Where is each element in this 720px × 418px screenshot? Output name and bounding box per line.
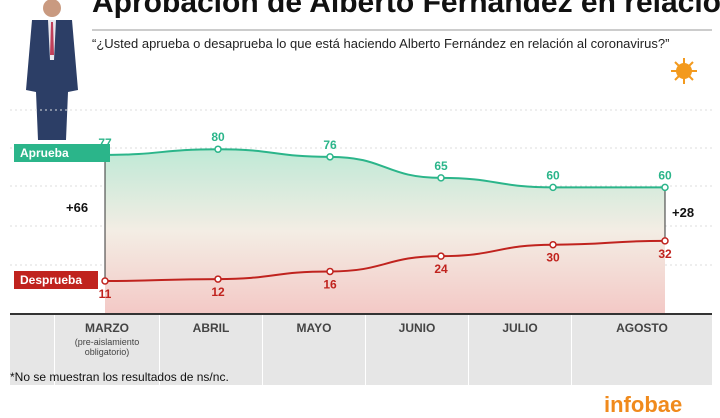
data-label: 24: [434, 262, 448, 276]
data-point: [437, 252, 445, 260]
tick-marzo: MARZO (pre-aislamiento obligatorio): [55, 315, 160, 385]
data-label: 76: [323, 138, 337, 152]
x-axis-table: MARZO (pre-aislamiento obligatorio) ABRIL…: [10, 313, 712, 385]
tick-sublabel: (pre-aislamiento obligatorio): [74, 337, 140, 357]
data-label: 11: [99, 287, 112, 301]
area-fill: [105, 149, 665, 313]
tick-label: MARZO: [85, 321, 129, 335]
tick-abril: ABRIL: [160, 315, 263, 385]
gap-last: +28: [672, 205, 695, 220]
chart-title: Aprobación de Alberto Fernández en relac…: [92, 0, 720, 19]
data-point: [214, 275, 222, 283]
legend-desprueba: Desprueba: [14, 271, 98, 289]
data-point: [549, 183, 557, 192]
data-label: 60: [546, 168, 560, 182]
axis-spacer: [10, 315, 55, 385]
legend-aprueba: Aprueba: [14, 144, 110, 162]
data-point: [661, 183, 669, 192]
coronavirus-icon: [671, 58, 697, 84]
data-point: [101, 277, 109, 285]
footnote: *No se muestran los resultados de ns/nc.: [10, 370, 229, 384]
data-label: 30: [546, 251, 560, 265]
data-point: [214, 145, 222, 153]
tick-mayo: MAYO: [263, 315, 366, 385]
data-label: 16: [323, 277, 337, 291]
data-point: [326, 267, 334, 276]
data-point: [326, 153, 334, 161]
series-line-aprueba: [104, 148, 665, 189]
data-point: [661, 237, 669, 245]
data-label: 12: [211, 285, 225, 299]
gap-first: +66: [66, 200, 89, 215]
tick-julio: JULIO: [469, 315, 572, 385]
tick-agosto: AGOSTO: [616, 321, 668, 335]
data-label: 65: [434, 159, 448, 173]
infobae-logo: infobae: [604, 392, 683, 417]
data-point: [437, 174, 445, 182]
series-line-desprueba: [104, 239, 666, 282]
data-label: 80: [211, 130, 225, 144]
tick-junio: JUNIO: [366, 315, 469, 385]
data-label: 60: [658, 168, 672, 182]
chart-subtitle: “¿Usted aprueba o desaprueba lo que está…: [92, 36, 670, 51]
title-divider: [92, 29, 712, 31]
data-point: [549, 240, 557, 249]
data-label: 32: [658, 247, 672, 261]
